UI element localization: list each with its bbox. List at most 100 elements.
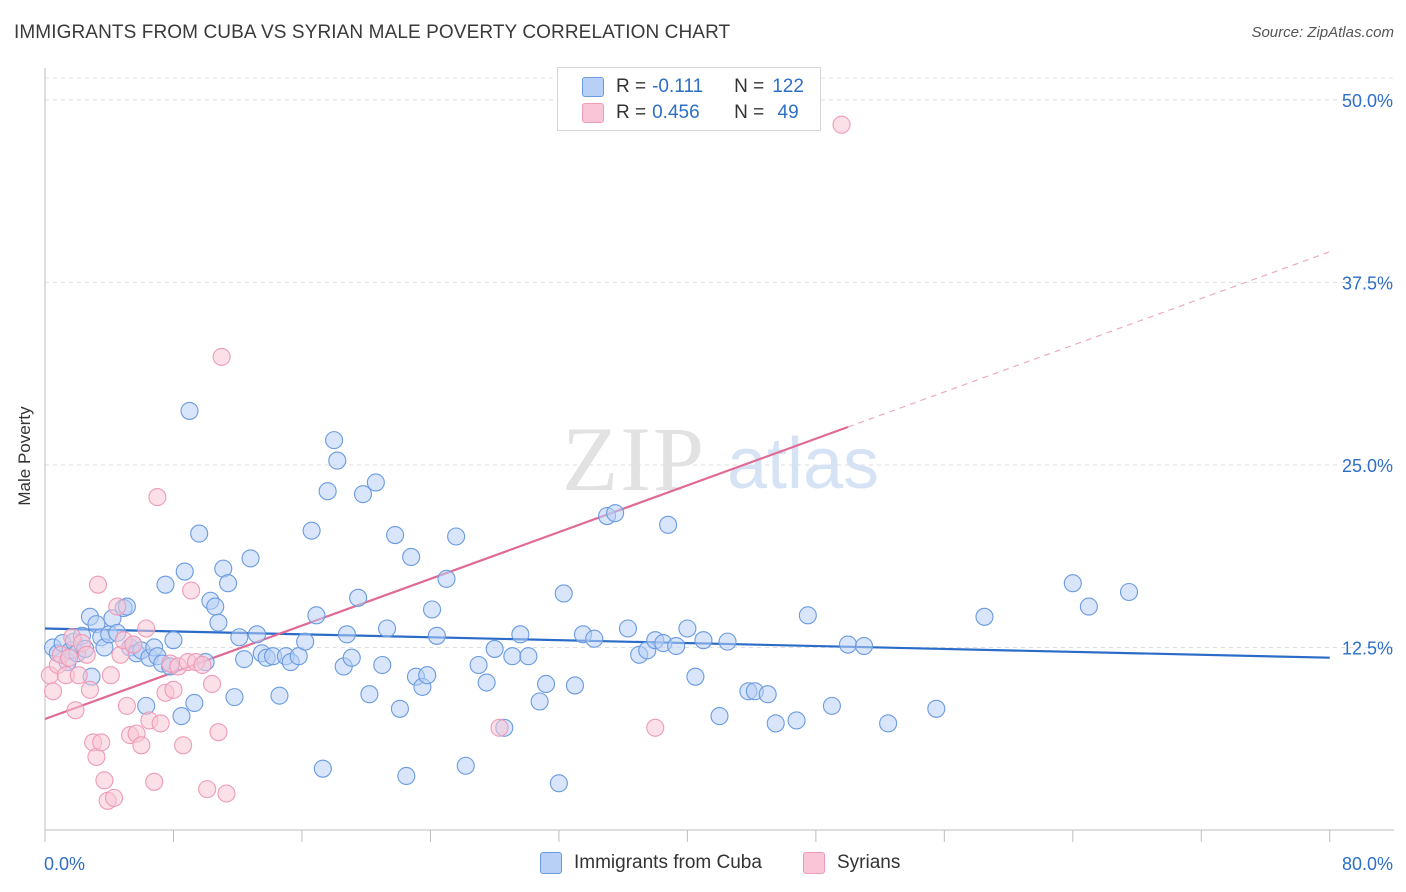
point-cuba xyxy=(386,525,405,545)
point-cuba xyxy=(927,699,946,718)
point-syrians xyxy=(77,645,96,664)
point-cuba xyxy=(209,613,228,632)
point-cuba xyxy=(307,606,326,625)
point-cuba xyxy=(758,685,777,704)
point-cuba xyxy=(659,515,678,534)
point-syrians xyxy=(148,488,167,507)
point-cuba xyxy=(537,674,556,694)
watermark: ZIP atlas xyxy=(562,408,879,510)
point-cuba xyxy=(342,648,361,667)
point-cuba xyxy=(402,547,421,566)
point-cuba xyxy=(397,766,416,786)
point-cuba xyxy=(787,711,806,730)
point-cuba xyxy=(190,524,209,543)
x-tick-label-max: 80.0% xyxy=(1342,854,1393,874)
point-cuba xyxy=(378,619,397,638)
chart-title: IMMIGRANTS FROM CUBA VS SYRIAN MALE POVE… xyxy=(14,22,731,43)
point-cuba xyxy=(422,600,442,619)
legend-n-value: 49 xyxy=(772,102,799,123)
point-cuba xyxy=(519,647,538,666)
point-cuba xyxy=(585,629,604,648)
point-cuba xyxy=(718,632,737,651)
point-cuba xyxy=(606,504,625,523)
legend-label-cuba: Immigrants from Cuba xyxy=(574,852,762,873)
point-syrians xyxy=(217,784,236,803)
point-syrians xyxy=(92,733,111,752)
point-syrians xyxy=(151,714,170,733)
legend-row-cuba: R = -0.111 N = 122 xyxy=(582,74,804,100)
point-cuba xyxy=(710,707,729,726)
point-cuba xyxy=(766,714,785,733)
trend-lines xyxy=(44,251,1330,721)
point-cuba xyxy=(137,696,156,715)
point-cuba xyxy=(838,635,858,654)
x-tick-label-min: 0.0% xyxy=(44,854,85,874)
point-syrians xyxy=(198,780,217,799)
point-cuba xyxy=(241,549,260,568)
y-tick-label: 50.0% xyxy=(1342,91,1393,111)
point-syrians xyxy=(60,648,79,667)
point-cuba xyxy=(456,756,475,775)
legend-item-syrians[interactable]: Syrians xyxy=(803,852,900,874)
point-cuba xyxy=(247,625,267,644)
point-syrians xyxy=(43,682,63,701)
point-syrians xyxy=(108,597,127,616)
point-cuba xyxy=(296,632,315,651)
point-cuba xyxy=(686,667,705,686)
point-syrians xyxy=(95,771,114,790)
legend-n-label: N = xyxy=(734,76,765,97)
point-cuba xyxy=(485,639,504,658)
series-legend: Immigrants from Cuba Syrians xyxy=(0,852,1406,878)
legend-n-value: 122 xyxy=(772,76,804,97)
y-axis-label: Male Poverty xyxy=(15,406,34,506)
point-cuba xyxy=(879,714,898,733)
legend-r-label: R = xyxy=(616,76,647,97)
point-cuba xyxy=(172,707,191,726)
point-cuba xyxy=(975,607,994,626)
y-tick-label: 25.0% xyxy=(1342,456,1393,476)
point-cuba xyxy=(353,485,373,504)
point-cuba xyxy=(477,673,496,692)
point-cuba xyxy=(175,562,194,581)
point-syrians xyxy=(105,788,124,807)
point-cuba xyxy=(530,692,549,711)
tick-labels: 12.5% 25.0% 37.5% 50.0% 0.0% 80.0% xyxy=(44,91,1393,874)
point-syrians xyxy=(832,115,851,134)
point-cuba xyxy=(180,401,199,420)
y-tick-label: 37.5% xyxy=(1342,273,1393,293)
point-syrians xyxy=(132,736,151,755)
point-cuba xyxy=(366,473,385,492)
point-cuba xyxy=(156,575,175,594)
point-syrians xyxy=(209,723,228,742)
point-syrians xyxy=(164,680,183,699)
legend-item-cuba[interactable]: Immigrants from Cuba xyxy=(540,852,762,874)
point-syrians xyxy=(117,696,136,715)
point-syrians xyxy=(182,581,201,600)
point-cuba xyxy=(235,650,254,669)
legend-r-value: -0.111 xyxy=(652,76,704,97)
point-cuba xyxy=(549,774,568,793)
point-syrians xyxy=(193,655,212,675)
point-syrians xyxy=(101,666,120,685)
point-cuba xyxy=(1119,582,1139,602)
point-cuba xyxy=(418,666,437,685)
point-cuba xyxy=(390,699,409,718)
point-cuba xyxy=(313,759,332,778)
point-cuba xyxy=(565,676,585,695)
point-syrians xyxy=(174,736,193,755)
watermark-atlas: atlas xyxy=(727,424,879,504)
point-cuba xyxy=(694,631,713,650)
point-syrians xyxy=(646,718,665,737)
point-syrians xyxy=(66,701,85,720)
point-cuba xyxy=(822,696,841,715)
axes xyxy=(44,68,1394,842)
point-cuba xyxy=(503,647,522,666)
point-cuba xyxy=(469,655,488,675)
point-cuba xyxy=(302,521,321,540)
point-cuba xyxy=(206,597,225,616)
legend-swatch-syrians xyxy=(803,852,825,874)
point-cuba xyxy=(854,636,874,656)
point-cuba xyxy=(373,655,392,675)
legend-row-syrians: R = 0.456 N = 49 xyxy=(582,100,799,126)
